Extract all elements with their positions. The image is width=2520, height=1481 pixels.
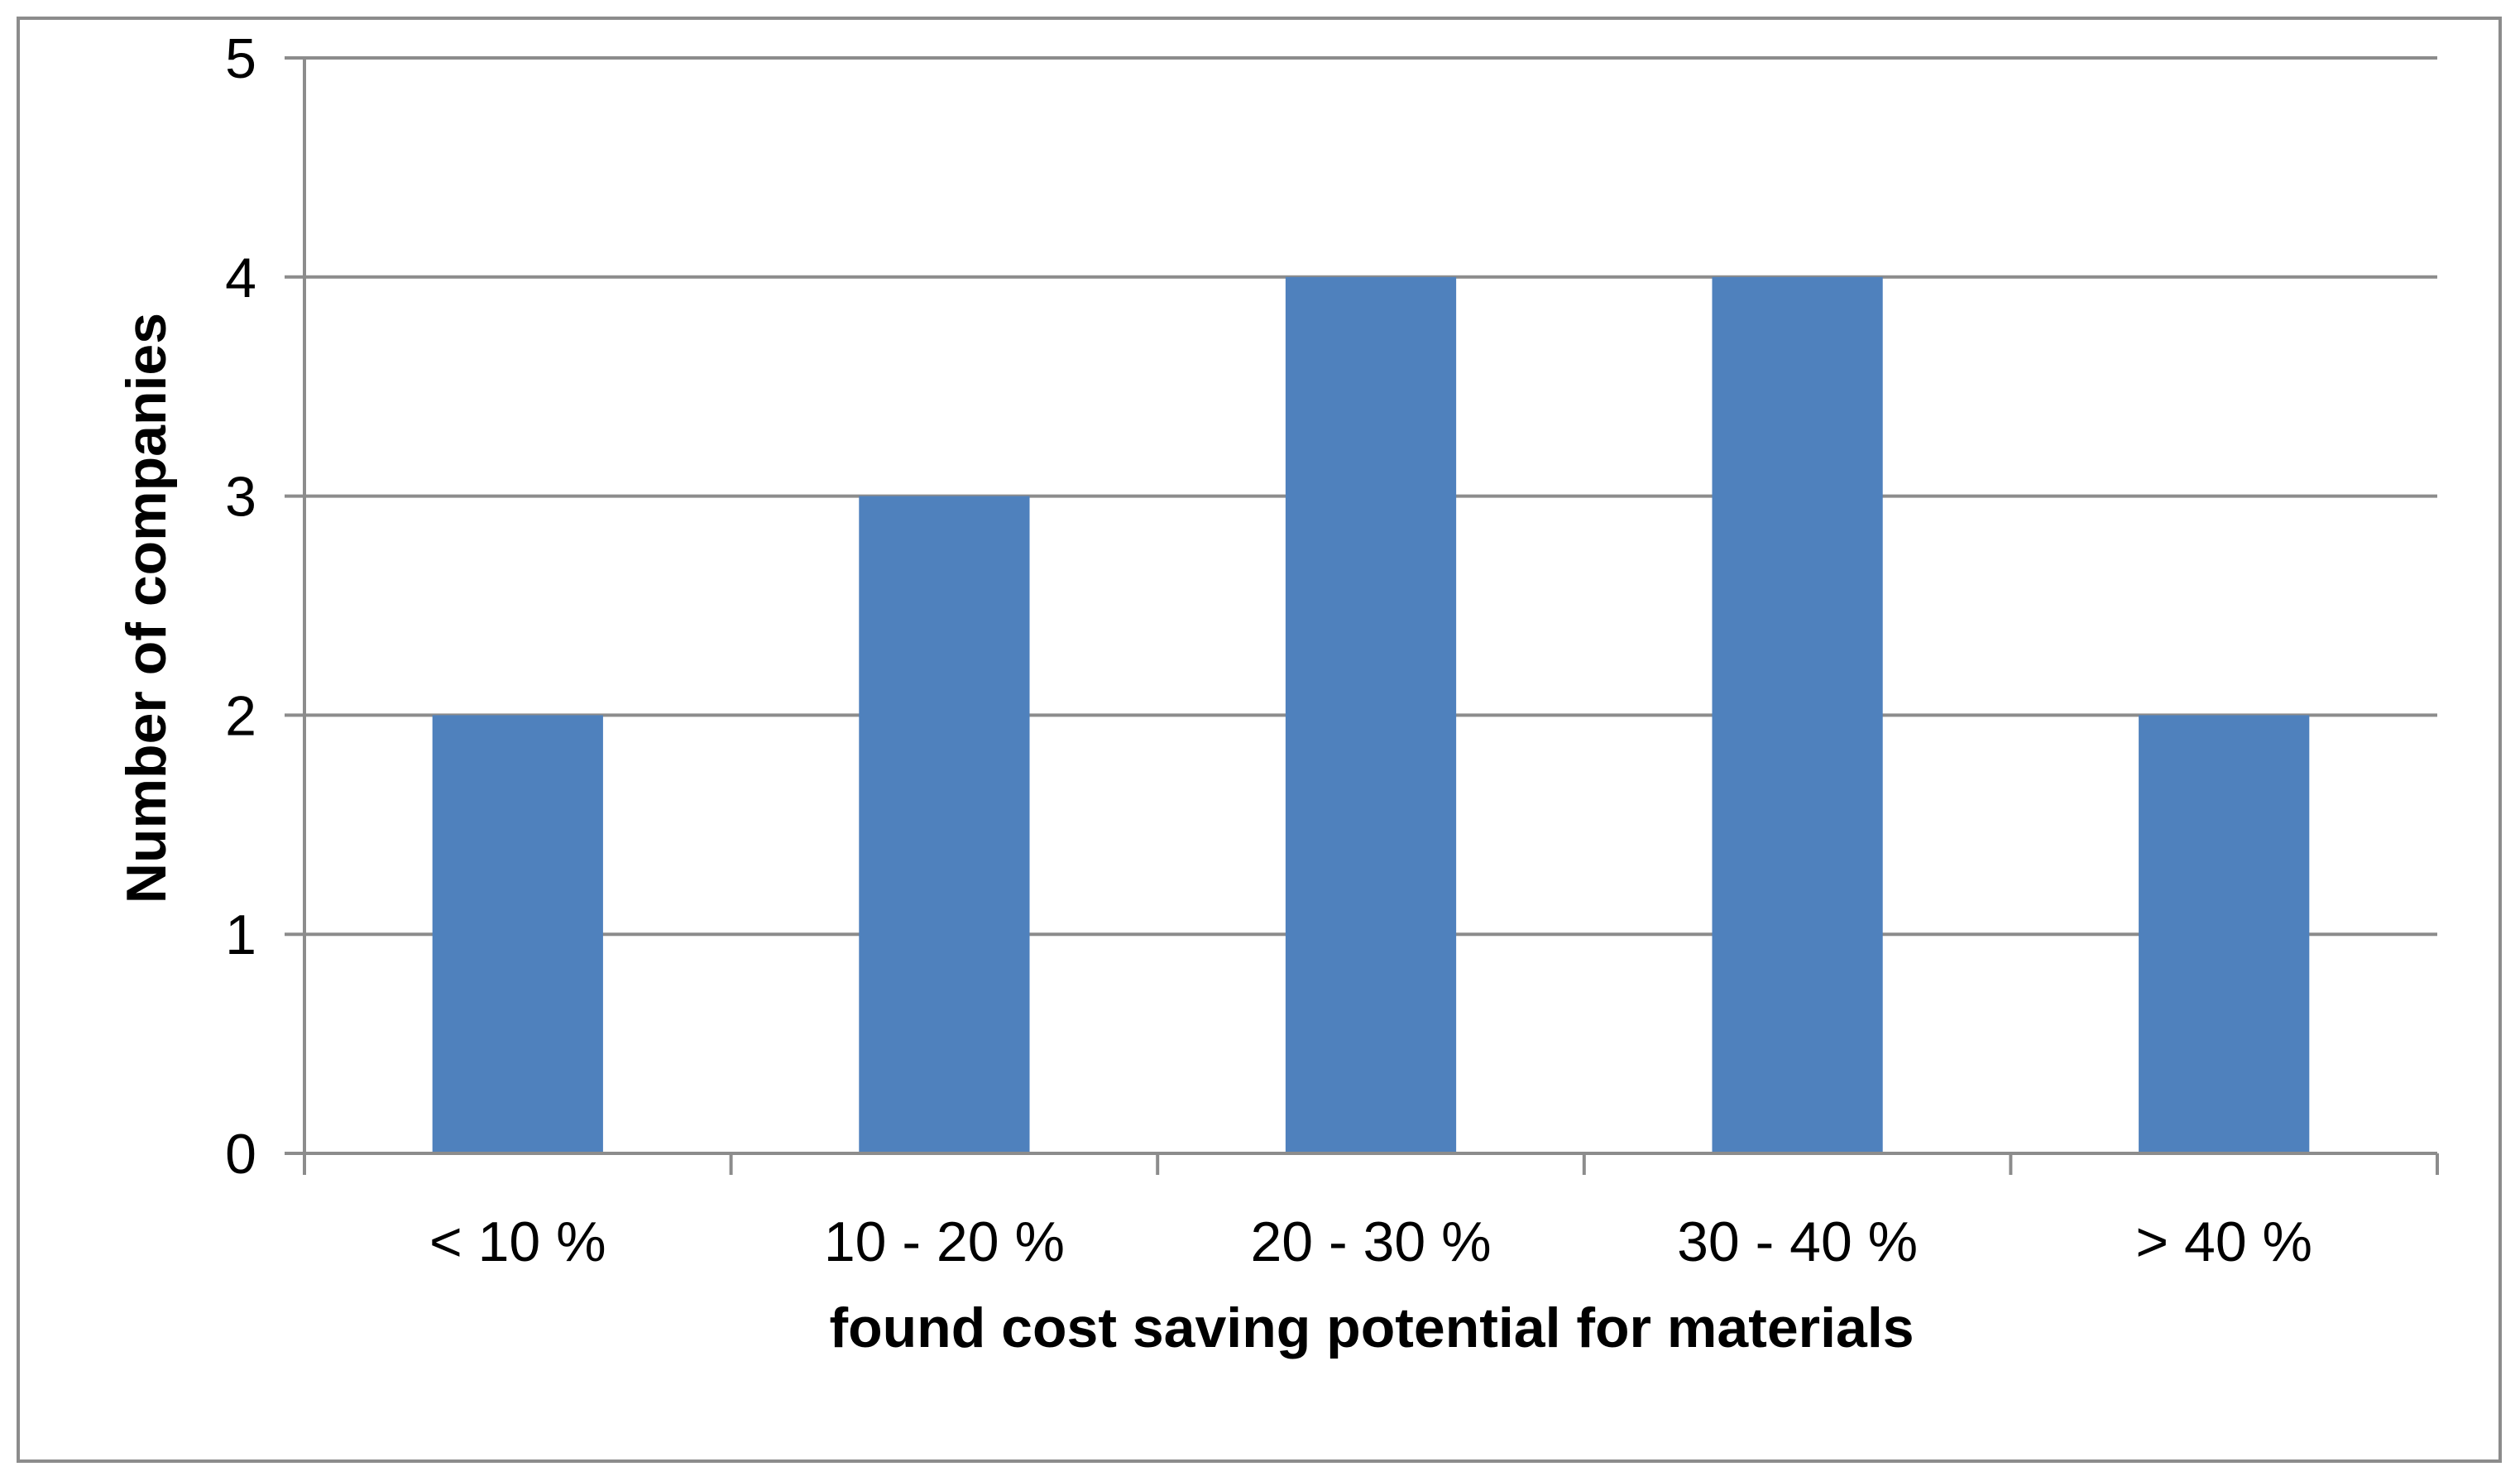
bar: [1285, 276, 1457, 1153]
x-tick-label: 20 - 30 %: [1250, 1210, 1491, 1273]
y-axis-title: Number of companies: [115, 313, 178, 903]
bar: [2139, 715, 2310, 1153]
bar: [1712, 276, 1883, 1153]
y-tick-label: 3: [225, 466, 256, 529]
axes: [285, 56, 2439, 1175]
bar: [859, 496, 1030, 1153]
y-tick-label: 4: [225, 247, 256, 309]
x-tick-label: > 40 %: [2135, 1210, 2312, 1273]
y-tick-label: 2: [225, 684, 256, 747]
bar: [432, 715, 603, 1153]
x-tick-label: 10 - 20 %: [824, 1210, 1065, 1273]
y-tick-labels: 0 1 2 3 4 5: [225, 27, 256, 1186]
x-tick-label: 30 - 40 %: [1677, 1210, 1918, 1273]
bars: [432, 276, 2310, 1153]
x-tick-label: < 10 %: [429, 1210, 606, 1273]
chart-frame: [17, 17, 2502, 1463]
y-tick-label: 5: [225, 27, 256, 90]
x-tick-labels: < 10 % 10 - 20 % 20 - 30 % 30 - 40 % > 40 %: [429, 1210, 2312, 1273]
x-axis-title: found cost saving potential for material…: [829, 1296, 1914, 1359]
y-tick-label: 0: [225, 1123, 256, 1186]
y-tick-label: 1: [225, 903, 256, 966]
